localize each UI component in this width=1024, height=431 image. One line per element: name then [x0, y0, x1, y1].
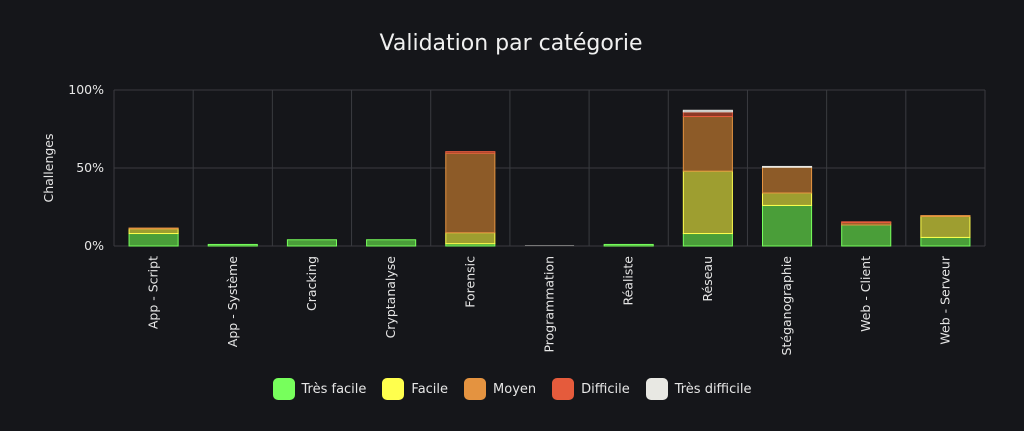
- legend-swatch: [645, 378, 668, 400]
- x-tick-label: Stéganographie: [779, 256, 794, 356]
- legend-swatch: [272, 378, 295, 400]
- bar-segment[interactable]: [682, 111, 733, 118]
- bar-segment[interactable]: [761, 204, 813, 247]
- bar-segment[interactable]: [603, 243, 654, 247]
- legend-label: Moyen: [493, 381, 537, 397]
- y-tick-label: 50%: [76, 160, 104, 175]
- grid: [113, 89, 986, 247]
- bar-segment[interactable]: [207, 243, 258, 247]
- x-axis-ticks: App - Script App - Système Cracking Cryptan…: [146, 255, 953, 355]
- x-tick-label: App - Système: [225, 256, 240, 347]
- legend-item[interactable]: Très difficile: [645, 378, 752, 400]
- bar-segment[interactable]: [445, 232, 496, 245]
- bar-segment[interactable]: [841, 224, 892, 247]
- legend-item[interactable]: Facile: [382, 378, 448, 400]
- bars: [128, 109, 971, 247]
- bar-segment[interactable]: [841, 221, 892, 224]
- bar-segment[interactable]: [682, 170, 733, 235]
- legend-label: Très facile: [301, 381, 367, 397]
- legend-label: Difficile: [581, 381, 630, 397]
- bar-segment[interactable]: [761, 166, 813, 194]
- x-tick-label: Cryptanalyse: [383, 256, 398, 339]
- legend-swatch: [552, 378, 575, 400]
- legend-swatch: [464, 378, 487, 400]
- y-axis-ticks: 0% 50% 100%: [68, 82, 104, 253]
- x-tick-label: App - Script: [146, 256, 161, 329]
- legend-item[interactable]: Très facile: [272, 378, 367, 400]
- bar-segment[interactable]: [682, 116, 733, 172]
- bar-segment[interactable]: [366, 239, 417, 247]
- chart-title: Validation par catégorie: [380, 31, 643, 56]
- bar-segment[interactable]: [128, 233, 179, 247]
- legend-label: Très difficile: [674, 381, 752, 397]
- y-tick-label: 100%: [68, 82, 104, 97]
- bar-segment[interactable]: [920, 236, 971, 247]
- bar-segment[interactable]: [761, 192, 813, 206]
- bar-segment[interactable]: [128, 228, 179, 235]
- bar-segment[interactable]: [128, 227, 179, 230]
- legend-item[interactable]: Difficile: [552, 378, 630, 400]
- bar-segment[interactable]: [682, 233, 733, 247]
- x-tick-label: Programmation: [542, 256, 557, 353]
- y-axis-label: Challenges: [41, 133, 56, 202]
- bar-segment[interactable]: [682, 109, 733, 113]
- bar-segment[interactable]: [920, 215, 971, 217]
- x-tick-label: Forensic: [462, 256, 477, 308]
- bar-segment[interactable]: [445, 151, 496, 154]
- legend-swatch: [382, 378, 405, 400]
- x-tick-label: Réaliste: [621, 256, 636, 306]
- legend-item[interactable]: Moyen: [464, 378, 536, 400]
- x-tick-label: Web - Serveur: [937, 255, 952, 344]
- bar-segment[interactable]: [286, 239, 338, 247]
- legend-label: Facile: [411, 381, 449, 397]
- x-tick-label: Cracking: [304, 256, 319, 311]
- bar-segment[interactable]: [761, 165, 813, 168]
- x-tick-label: Réseau: [700, 256, 715, 302]
- bar-segment[interactable]: [920, 215, 971, 238]
- y-tick-label: 0%: [84, 238, 104, 253]
- x-tick-label: Web - Client: [858, 256, 873, 332]
- bar-segment[interactable]: [445, 152, 496, 234]
- legend: Très facile Facile Moyen Difficile Très diff…: [0, 378, 1024, 400]
